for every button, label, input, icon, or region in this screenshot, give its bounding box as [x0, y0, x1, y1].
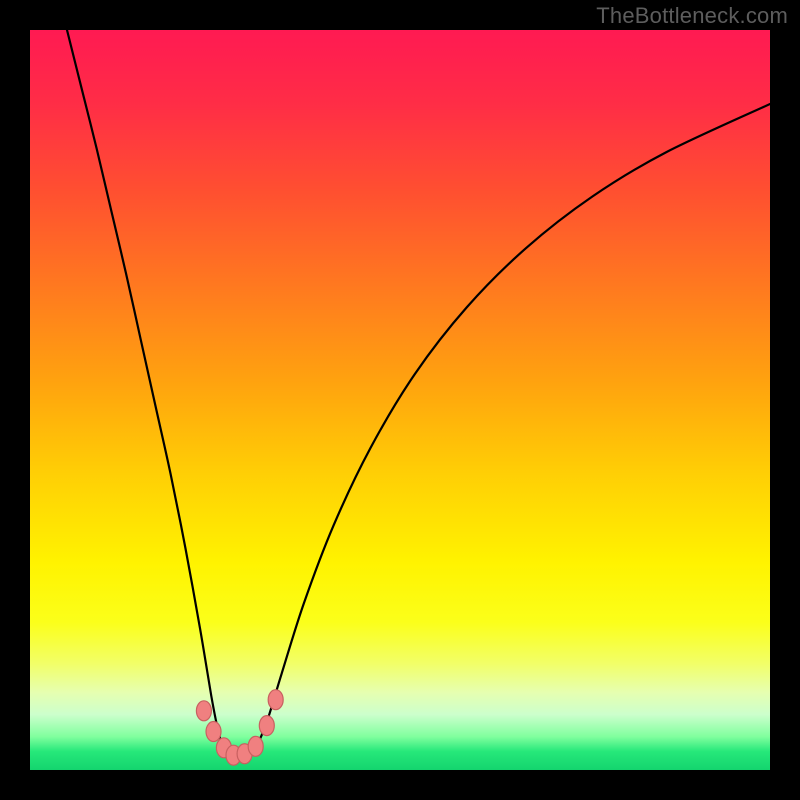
marker-point: [248, 736, 263, 756]
watermark-text: TheBottleneck.com: [596, 3, 788, 29]
marker-point: [259, 716, 274, 736]
plot-container: [0, 0, 800, 800]
marker-point: [196, 701, 211, 721]
marker-point: [268, 690, 283, 710]
plot-svg: [0, 0, 800, 800]
marker-point: [206, 722, 221, 742]
plot-background-gradient: [30, 30, 770, 770]
